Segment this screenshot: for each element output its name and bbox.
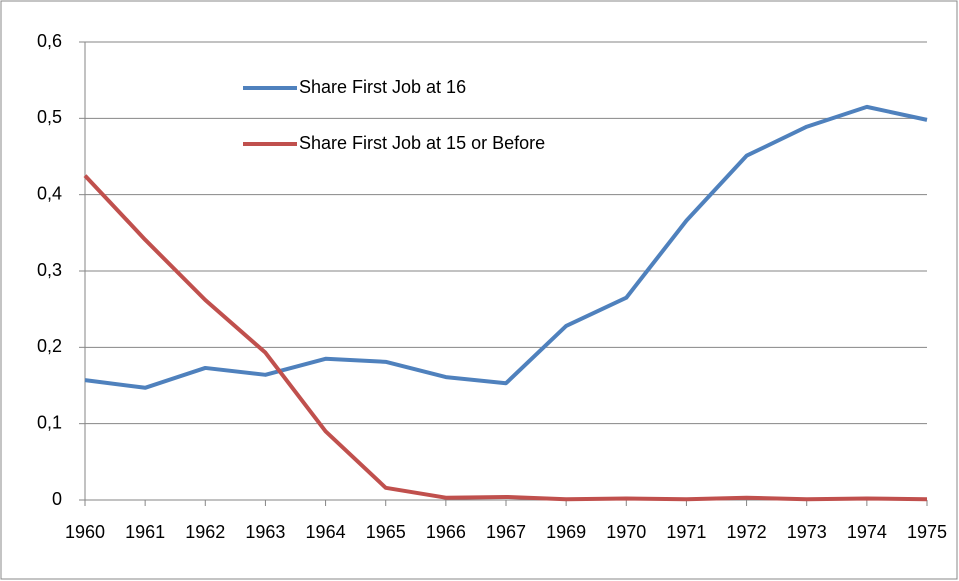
x-tick-label: 1962 [185,522,225,542]
x-tick-label: 1974 [847,522,887,542]
y-tick-label: 0,1 [37,412,62,432]
x-tick-label: 1960 [65,522,105,542]
x-tick-label: 1973 [787,522,827,542]
y-tick-label: 0,6 [37,31,62,51]
y-tick-label: 0,5 [37,107,62,127]
x-tick-label: 1965 [366,522,406,542]
y-tick-label: 0,4 [37,183,62,203]
legend-label: Share First Job at 16 [299,77,466,97]
legend-label: Share First Job at 15 or Before [299,133,545,153]
x-tick-label: 1975 [907,522,947,542]
x-tick-label: 1969 [546,522,586,542]
x-tick-label: 1961 [125,522,165,542]
x-tick-label: 1966 [426,522,466,542]
x-tick-label: 1967 [486,522,526,542]
x-tick-label: 1970 [606,522,646,542]
series-line [83,174,928,502]
x-tick-label: 1964 [306,522,346,542]
y-tick-label: 0,3 [37,260,62,280]
x-tick-label: 1963 [245,522,285,542]
series-line [84,104,928,390]
x-tick-label: 1972 [727,522,767,542]
x-tick-label: 1971 [666,522,706,542]
y-tick-label: 0 [52,489,62,509]
y-tick-label: 0,2 [37,336,62,356]
